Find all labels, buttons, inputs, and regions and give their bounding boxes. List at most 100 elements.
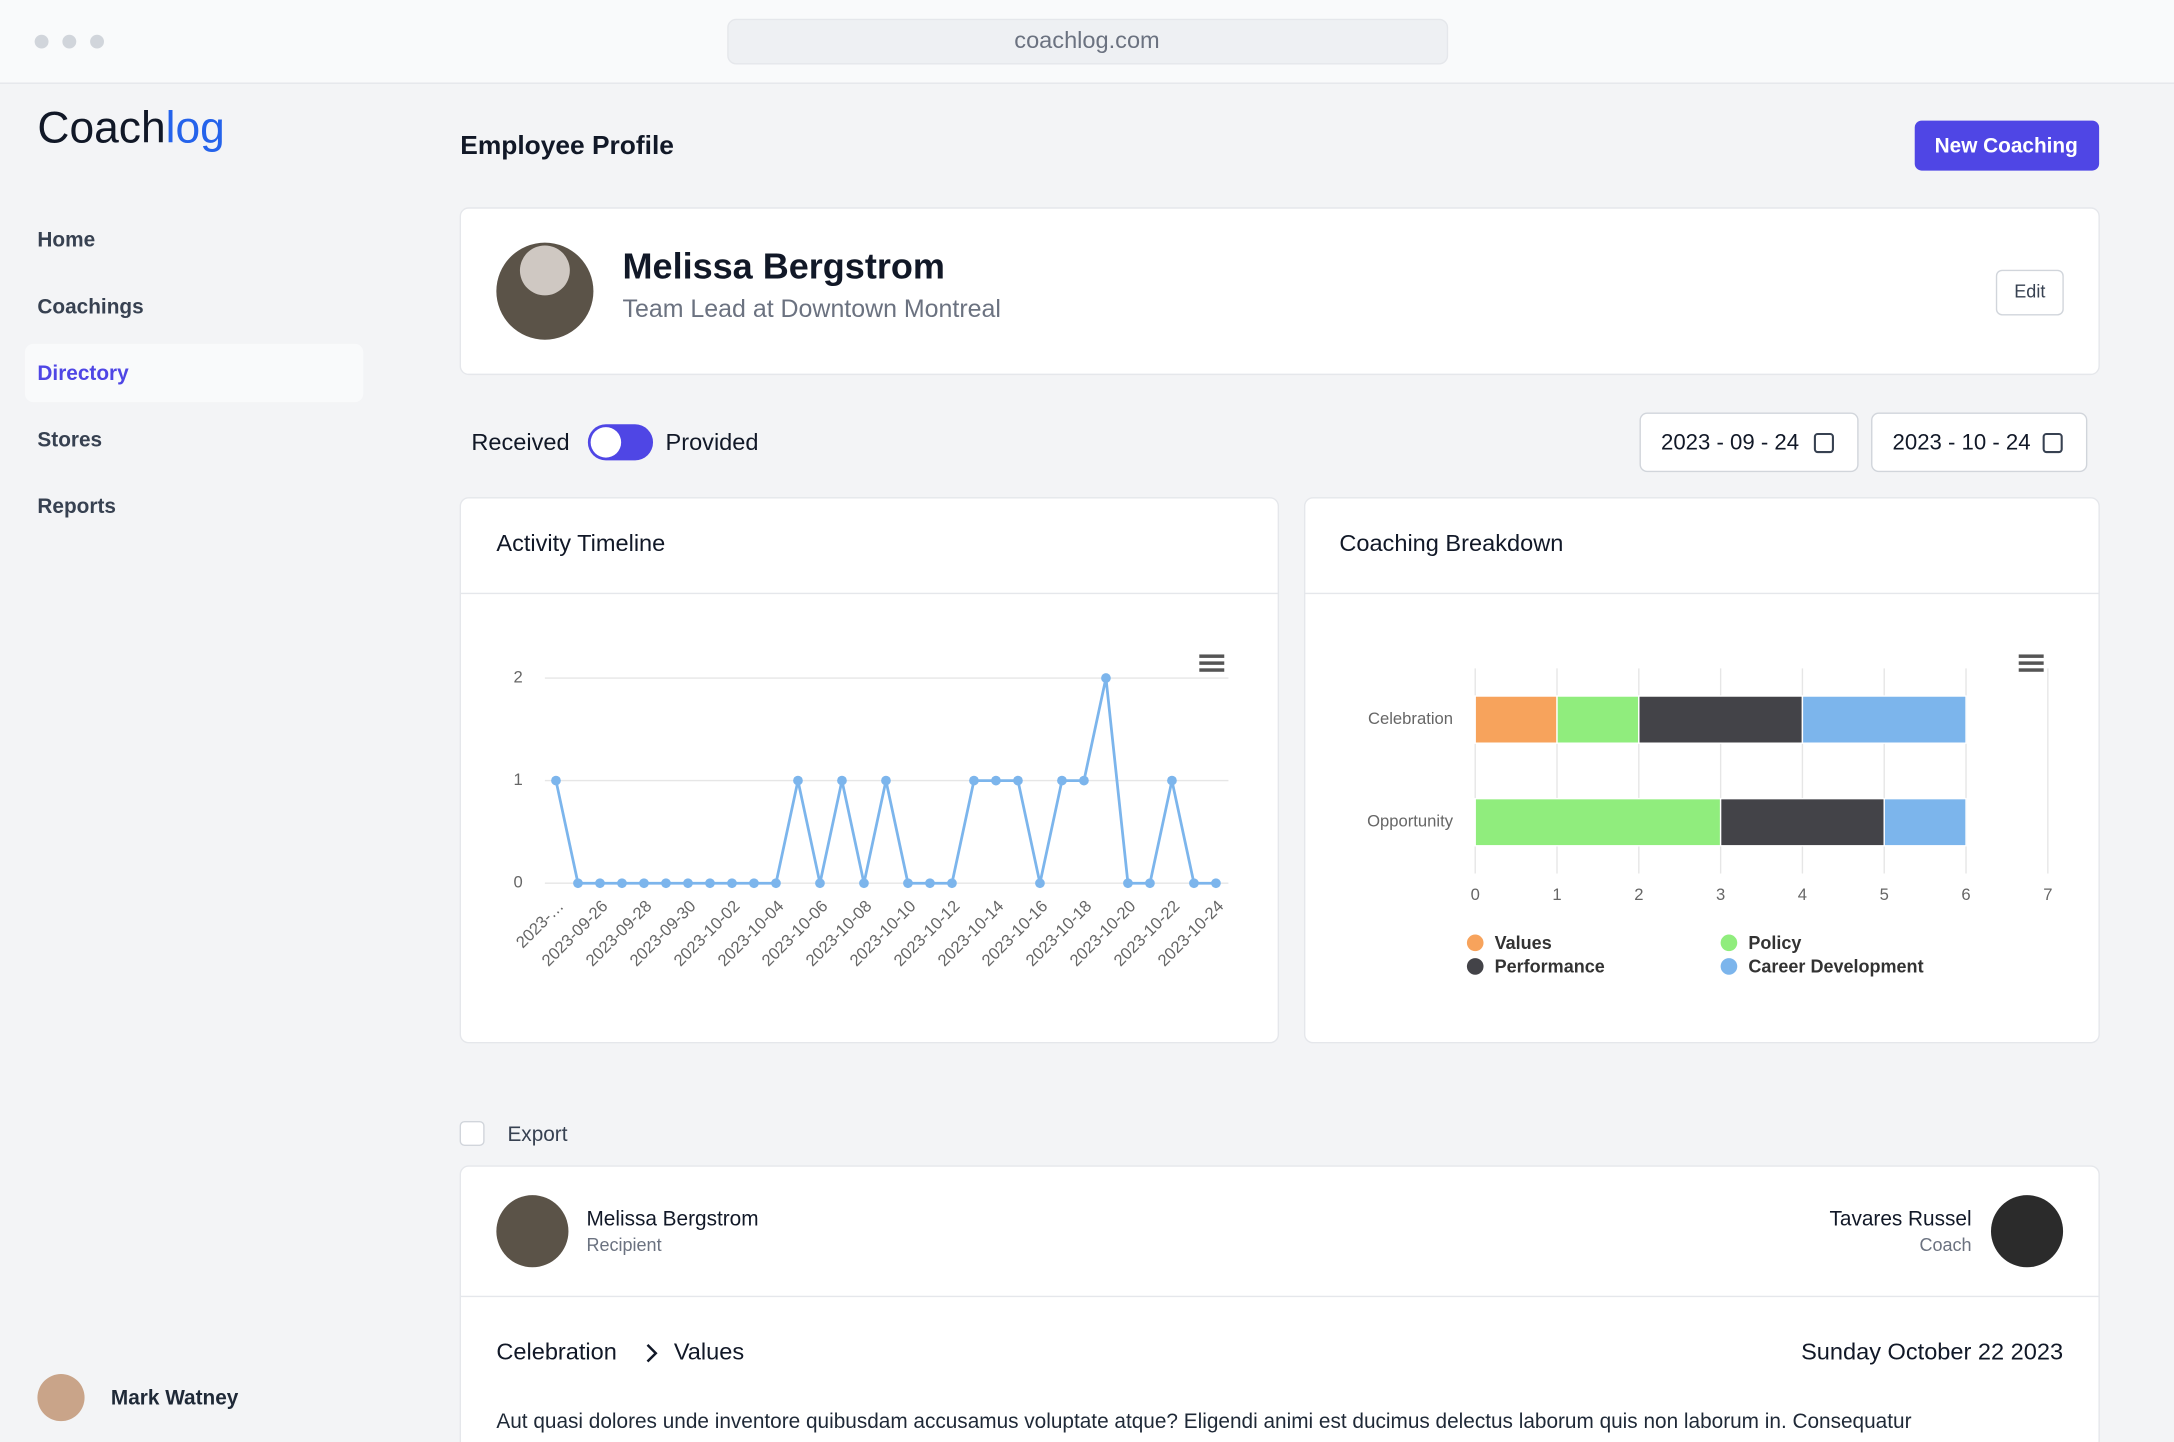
recipient-role: Recipient <box>586 1235 661 1255</box>
nav-item[interactable]: Stores <box>37 428 102 451</box>
y-tick-label: Opportunity <box>1367 812 1454 831</box>
profile-card <box>459 207 2100 376</box>
point <box>1145 878 1155 889</box>
point <box>749 878 759 889</box>
nav-item[interactable]: Coachings <box>37 295 143 318</box>
export-label: Export <box>507 1123 567 1146</box>
point <box>1167 775 1177 786</box>
point <box>947 878 957 889</box>
point <box>969 775 979 786</box>
user-avatar[interactable] <box>37 1374 85 1422</box>
x-tick-label: 6 <box>1961 885 1970 904</box>
edit-button[interactable] <box>1995 269 2064 316</box>
point <box>859 878 869 889</box>
point <box>881 775 891 786</box>
point <box>925 878 935 889</box>
coaching-card <box>459 1165 2100 1442</box>
window-dot[interactable] <box>62 34 77 49</box>
point <box>1013 775 1023 786</box>
point <box>1101 673 1111 683</box>
bar-segment <box>1556 695 1640 744</box>
window-dot[interactable] <box>34 34 49 49</box>
nav-item[interactable]: Reports <box>37 495 116 518</box>
y-tick-label: 2 <box>513 667 522 686</box>
export-checkbox[interactable] <box>459 1120 485 1146</box>
point <box>1211 878 1221 889</box>
bar-segment <box>1474 797 1722 847</box>
toggle-left-label: Received <box>471 429 569 455</box>
chart-card <box>459 497 1280 1044</box>
x-tick-label: 7 <box>2043 885 2052 904</box>
point <box>837 775 847 786</box>
chart-card <box>1303 497 2100 1044</box>
chart-title: Coaching Breakdown <box>1339 530 1563 556</box>
logo-part: Coach <box>37 103 165 152</box>
legend-swatch <box>1720 934 1738 952</box>
nav-active-bg <box>24 343 364 403</box>
calendar-icon <box>2042 432 2063 454</box>
coaching-text: Aut quasi dolores unde inventore quibusd… <box>496 1410 1911 1433</box>
url: coachlog.com <box>1014 27 1159 53</box>
coach-role: Coach <box>1919 1235 1971 1255</box>
new-coaching-button[interactable] <box>1914 120 2100 171</box>
point <box>573 878 583 889</box>
end-date-input[interactable] <box>1871 412 2088 473</box>
point <box>903 878 913 889</box>
point <box>661 878 671 889</box>
start-date: 2023 - 09 - 24 <box>1661 430 1799 455</box>
legend-label: Career Development <box>1748 957 1923 977</box>
point <box>793 775 803 786</box>
recipient-avatar <box>496 1195 569 1268</box>
breadcrumb-category: Celebration <box>496 1338 617 1364</box>
url-bar[interactable] <box>727 18 1449 65</box>
legend-swatch <box>1466 958 1484 975</box>
end-date: 2023 - 10 - 24 <box>1893 430 2031 455</box>
legend-swatch <box>1466 934 1484 952</box>
chart-menu[interactable] <box>2018 654 2044 672</box>
start-date-input[interactable] <box>1639 412 1859 473</box>
toggle-right-label: Provided <box>666 429 759 455</box>
point <box>705 878 715 889</box>
user-name[interactable]: Mark Watney <box>111 1386 239 1409</box>
profile-avatar-hat <box>519 245 570 296</box>
bar-segment <box>1474 695 1558 744</box>
logo[interactable]: Coachlog <box>37 103 224 152</box>
page-title: Employee Profile <box>460 130 674 160</box>
point <box>1123 878 1133 889</box>
point <box>639 878 649 889</box>
legend-label: Policy <box>1748 933 1801 953</box>
legend-swatch <box>1720 958 1738 975</box>
point <box>1057 775 1067 786</box>
point <box>727 878 737 889</box>
point <box>595 878 605 889</box>
x-tick-label: 0 <box>1471 885 1480 904</box>
logo-part: log <box>166 103 225 152</box>
button-label: New Coaching <box>1935 134 2078 157</box>
point <box>771 878 781 889</box>
point <box>991 775 1001 786</box>
x-tick-label: 5 <box>1880 885 1889 904</box>
coach-avatar <box>1990 1195 2064 1268</box>
point <box>1189 878 1199 889</box>
nav-item[interactable]: Directory <box>37 362 129 385</box>
point <box>1079 775 1089 786</box>
y-tick-label: 1 <box>513 770 522 789</box>
chevron <box>646 1344 658 1363</box>
toggle-knob <box>590 427 622 458</box>
point <box>1035 878 1045 889</box>
profile-name: Melissa Bergstrom <box>623 246 945 287</box>
edit-label: Edit <box>2014 281 2045 301</box>
legend-label: Performance <box>1495 957 1605 977</box>
point <box>815 878 825 889</box>
point <box>617 878 627 889</box>
coaching-date: Sunday October 22 2023 <box>1801 1338 2063 1364</box>
chart-menu[interactable] <box>1199 654 1225 672</box>
x-tick-label: 3 <box>1716 885 1725 904</box>
bar-segment <box>1638 695 1804 744</box>
nav-item[interactable]: Home <box>37 229 95 252</box>
breadcrumb-subcategory: Values <box>674 1338 744 1364</box>
coach-name: Tavares Russel <box>1830 1208 1972 1231</box>
window-dot[interactable] <box>90 34 104 49</box>
